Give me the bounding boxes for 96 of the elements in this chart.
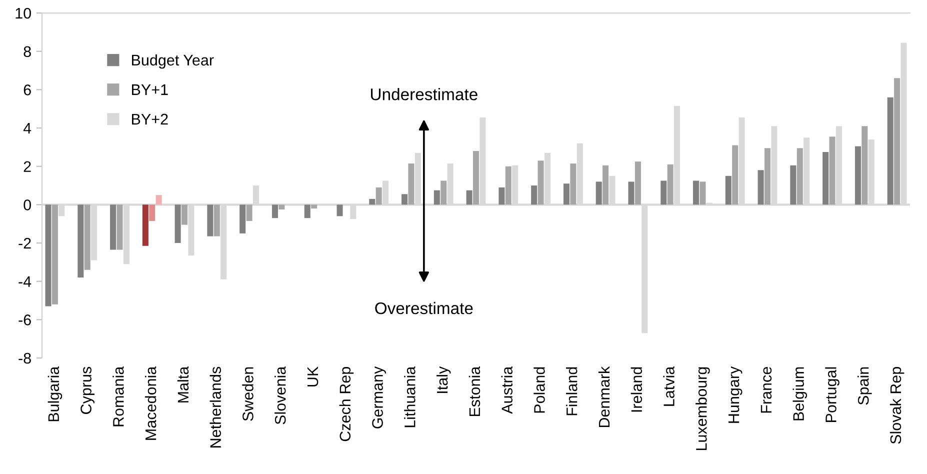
y-tick-label: 2 [24, 161, 31, 172]
x-tick-label: Lithuania [404, 366, 416, 428]
bar [563, 184, 570, 205]
bar [505, 166, 512, 205]
bar [272, 204, 278, 218]
bar [862, 126, 868, 205]
bar [408, 163, 414, 205]
legend-label: Budget Year [132, 54, 214, 69]
bar [498, 187, 505, 205]
y-tick-label: 6 [24, 84, 31, 96]
bar [207, 204, 214, 236]
y-tick-label: -6 [18, 314, 31, 326]
bar [181, 204, 188, 225]
x-tick-label: Belgium [792, 367, 807, 420]
x-tick-label: Hungary [728, 366, 742, 423]
x-tick-label: Portugal [825, 367, 840, 422]
bar [822, 152, 829, 205]
bar [602, 165, 609, 205]
y-tick-label: 4 [23, 123, 32, 134]
bar [570, 163, 576, 205]
x-tick-label: Malta [177, 366, 189, 402]
annotation: Underestimate [371, 88, 478, 100]
y-tick-label: 10 [16, 8, 31, 19]
bar [628, 182, 634, 205]
x-tick-label: Slovak Rep [890, 366, 904, 444]
x-tick-label: France [760, 367, 772, 413]
legend-label: BY+2 [132, 114, 168, 124]
bar [531, 186, 538, 205]
y-tick-label: -4 [18, 276, 32, 287]
bar [246, 204, 252, 221]
x-tick-label: Finland [566, 367, 578, 416]
x-tick-label: Estonia [468, 366, 480, 416]
x-tick-label: Luxembourg [696, 367, 710, 450]
bar [240, 204, 246, 234]
bar [278, 204, 285, 210]
y-tick-label: -2 [18, 238, 31, 249]
x-tick-label: UK [308, 366, 318, 386]
x-tick-label: Italy [436, 366, 451, 393]
bar [440, 180, 447, 205]
x-tick-label: Bulgaria [48, 366, 62, 422]
bar [634, 162, 641, 205]
x-tick-label: Sweden [242, 367, 254, 421]
x-tick-label: Macedonia [145, 366, 156, 440]
bar [336, 204, 343, 216]
x-tick-label: Slovenia [274, 366, 286, 424]
bar [116, 204, 123, 250]
bar [472, 151, 480, 205]
bar [538, 160, 544, 205]
bar [758, 170, 764, 205]
bar [142, 204, 148, 246]
bar [110, 204, 116, 250]
bar [434, 190, 440, 205]
bar [466, 190, 472, 205]
bar [214, 204, 220, 236]
x-tick-label: Czech Rep [339, 366, 354, 442]
bar [894, 78, 900, 205]
bar [732, 145, 738, 205]
legend-label: BY+1 [132, 84, 168, 95]
bar [887, 97, 894, 205]
x-tick-label: Netherlands [210, 366, 221, 448]
x-tick-label: Romania [112, 366, 124, 426]
x-tick-label: Spain [858, 367, 872, 405]
x-tick-label: Austria [501, 366, 512, 414]
bar [700, 182, 706, 205]
bar [84, 204, 90, 270]
bar [174, 204, 181, 243]
bar [376, 187, 382, 205]
x-tick-label: Germany [372, 366, 386, 428]
bar [854, 146, 861, 205]
bar [52, 204, 58, 304]
bar [796, 148, 803, 205]
bar [725, 176, 732, 205]
x-tick-label: Ireland [630, 367, 642, 412]
x-tick-label: Latvia [663, 366, 674, 406]
y-tick-label: 0 [24, 200, 31, 210]
x-tick-label: Poland [534, 367, 545, 413]
bar [78, 204, 84, 278]
bar [693, 180, 700, 205]
y-tick-label: -8 [18, 352, 31, 364]
bar [667, 164, 674, 205]
x-tick-label: Denmark [598, 366, 610, 428]
bar [45, 204, 52, 306]
bar [764, 148, 771, 205]
bar [311, 204, 318, 208]
x-tick-label: Cyprus [80, 366, 94, 414]
bar [402, 194, 408, 205]
y-tick-label: 8 [24, 46, 31, 58]
bar [369, 198, 376, 205]
bar [596, 182, 602, 205]
bar [149, 204, 156, 221]
bar [790, 165, 796, 205]
bar [156, 195, 162, 205]
annotation: Overestimate [375, 302, 473, 314]
bar [829, 136, 836, 205]
bar [660, 180, 667, 205]
bar [304, 204, 310, 218]
